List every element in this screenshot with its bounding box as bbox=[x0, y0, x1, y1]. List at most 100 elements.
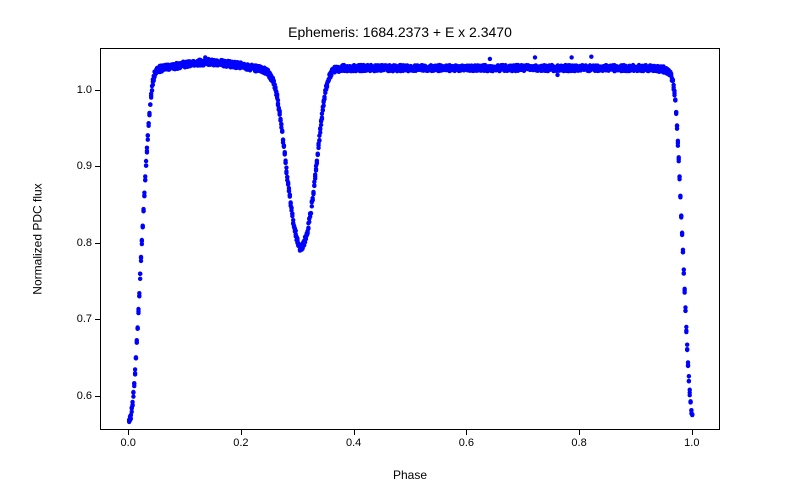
xtick-label: 1.0 bbox=[684, 437, 699, 449]
data-point bbox=[141, 225, 145, 229]
data-point bbox=[682, 290, 686, 294]
data-point bbox=[679, 215, 683, 219]
xtick-mark bbox=[241, 430, 242, 435]
data-point bbox=[677, 155, 681, 159]
data-point bbox=[569, 55, 573, 59]
data-point bbox=[673, 97, 677, 101]
data-point bbox=[141, 207, 145, 211]
data-point bbox=[134, 355, 138, 359]
data-point bbox=[144, 159, 148, 163]
data-point bbox=[676, 144, 680, 148]
data-point bbox=[313, 174, 317, 178]
data-point bbox=[285, 175, 289, 179]
ytick-label: 0.8 bbox=[66, 237, 92, 249]
data-point bbox=[275, 92, 279, 96]
data-point bbox=[145, 149, 149, 153]
data-point bbox=[309, 211, 313, 215]
xtick-label: 0.0 bbox=[121, 437, 136, 449]
data-point bbox=[135, 340, 139, 344]
data-point bbox=[136, 311, 140, 315]
data-point bbox=[488, 57, 492, 61]
data-point bbox=[684, 325, 688, 329]
data-point bbox=[283, 161, 287, 165]
xtick-label: 0.8 bbox=[571, 437, 586, 449]
data-point bbox=[555, 73, 559, 77]
xtick-label: 0.2 bbox=[233, 437, 248, 449]
data-point bbox=[146, 121, 150, 125]
data-point bbox=[311, 190, 315, 194]
data-point bbox=[317, 138, 321, 142]
xtick-mark bbox=[692, 430, 693, 435]
ytick-label: 0.7 bbox=[66, 313, 92, 325]
figure: Ephemeris: 1684.2373 + E x 2.3470 Phase … bbox=[0, 0, 800, 500]
xtick-label: 0.6 bbox=[459, 437, 474, 449]
plot-area bbox=[100, 48, 720, 430]
data-point bbox=[146, 133, 150, 137]
data-point bbox=[305, 230, 309, 234]
data-point bbox=[306, 226, 310, 230]
data-point bbox=[680, 231, 684, 235]
data-point bbox=[143, 178, 147, 182]
ytick-label: 1.0 bbox=[66, 84, 92, 96]
data-point bbox=[203, 55, 207, 59]
data-point bbox=[289, 206, 293, 210]
data-point bbox=[150, 88, 154, 92]
ytick-label: 0.9 bbox=[66, 160, 92, 172]
data-point bbox=[284, 165, 288, 169]
data-point bbox=[273, 85, 277, 89]
data-point bbox=[133, 372, 137, 376]
xtick-mark bbox=[579, 430, 580, 435]
data-point bbox=[277, 111, 281, 115]
data-point bbox=[310, 204, 314, 208]
data-point bbox=[144, 163, 148, 167]
data-point bbox=[138, 277, 142, 281]
ytick-mark bbox=[95, 243, 100, 244]
data-point bbox=[140, 238, 144, 242]
xtick-mark bbox=[466, 430, 467, 435]
data-point bbox=[283, 150, 287, 154]
data-point bbox=[677, 159, 681, 163]
data-point bbox=[318, 130, 322, 134]
data-point bbox=[321, 108, 325, 112]
data-point bbox=[147, 113, 151, 117]
data-point bbox=[689, 408, 693, 412]
ytick-mark bbox=[95, 90, 100, 91]
data-point bbox=[682, 267, 686, 271]
xtick-label: 0.4 bbox=[346, 437, 361, 449]
data-point bbox=[139, 259, 143, 263]
scatter-layer bbox=[101, 49, 719, 429]
chart-title: Ephemeris: 1684.2373 + E x 2.3470 bbox=[0, 24, 800, 40]
data-point bbox=[684, 330, 688, 334]
xtick-mark bbox=[354, 430, 355, 435]
data-point bbox=[290, 214, 294, 218]
data-point bbox=[533, 55, 537, 59]
data-point bbox=[136, 307, 140, 311]
x-axis-label: Phase bbox=[100, 468, 720, 482]
data-point bbox=[278, 118, 282, 122]
data-point bbox=[688, 388, 692, 392]
data-point bbox=[320, 117, 324, 121]
data-point bbox=[131, 394, 135, 398]
data-point bbox=[282, 143, 286, 147]
data-point bbox=[137, 294, 141, 298]
data-point bbox=[146, 138, 150, 142]
data-point bbox=[131, 390, 135, 394]
data-point bbox=[687, 379, 691, 383]
data-point bbox=[685, 348, 689, 352]
data-point bbox=[149, 95, 153, 99]
ytick-mark bbox=[95, 396, 100, 397]
data-point bbox=[288, 192, 292, 196]
y-axis-label: Normalized PDC flux bbox=[28, 48, 48, 430]
ytick-mark bbox=[95, 166, 100, 167]
data-point bbox=[133, 367, 137, 371]
data-point bbox=[322, 95, 326, 99]
data-point bbox=[129, 416, 133, 420]
data-point bbox=[688, 399, 692, 403]
ytick-label: 0.6 bbox=[66, 390, 92, 402]
data-point bbox=[152, 79, 156, 83]
data-point bbox=[316, 143, 320, 147]
y-axis-label-text: Normalized PDC flux bbox=[31, 183, 45, 294]
data-point bbox=[312, 184, 316, 188]
data-point bbox=[135, 327, 139, 331]
data-point bbox=[280, 129, 284, 133]
